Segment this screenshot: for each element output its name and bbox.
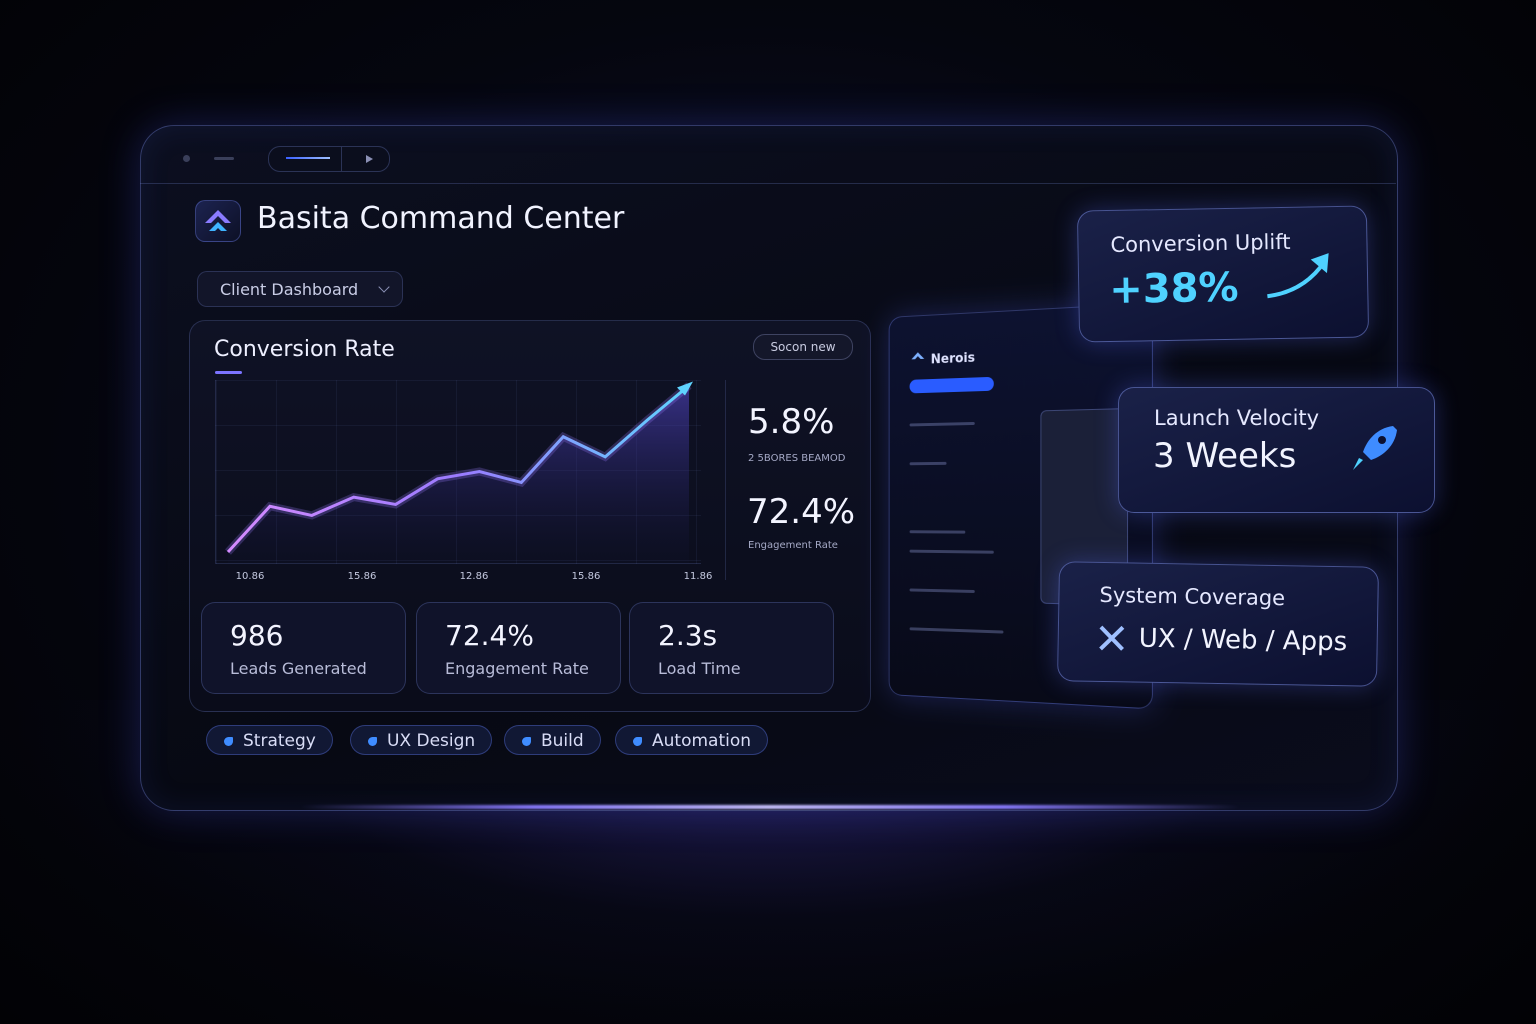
conversion-line <box>226 384 690 554</box>
metric-card: 2.3s Load Time <box>629 602 834 694</box>
metric-card: 72.4% Engagement Rate <box>416 602 621 694</box>
line-chart <box>225 381 693 563</box>
highlight-label: Launch Velocity <box>1154 406 1320 430</box>
service-tag[interactable]: UX Design <box>350 725 493 755</box>
metric-value: 986 <box>230 619 284 652</box>
panel-divider <box>725 380 726 580</box>
metric-label: Load Time <box>658 659 741 678</box>
window-dash <box>214 157 234 160</box>
x-tick-label: 15.86 <box>347 571 377 582</box>
rocket-icon <box>1353 426 1397 470</box>
title-underline <box>215 371 242 374</box>
stat-value: 72.4% <box>747 492 856 532</box>
x-tick-label: 12.86 <box>459 571 489 582</box>
logo <box>195 200 241 242</box>
x-tick-label: 10.86 <box>235 571 265 582</box>
service-tag[interactable]: Strategy <box>206 725 333 755</box>
tools-icon <box>1099 625 1125 651</box>
nav-pill[interactable] <box>268 146 390 172</box>
plot-area <box>215 380 701 564</box>
stat-value: 5.8% <box>748 402 835 442</box>
window-dot <box>183 155 190 162</box>
toolbar-divider <box>140 183 1396 184</box>
metric-value: 2.3s <box>658 619 718 652</box>
x-tick-label: 15.86 <box>571 571 601 582</box>
highlight-value: UX / Web / Apps <box>1138 623 1348 658</box>
metric-value: 72.4% <box>445 619 534 652</box>
logo-icon <box>205 210 231 231</box>
metric-card: 986 Leads Generated <box>201 602 406 694</box>
metric-label: Engagement Rate <box>445 659 589 678</box>
chart-button[interactable]: Socon new <box>753 334 853 360</box>
mini-app-name: Nerois <box>930 350 975 368</box>
mini-logo <box>911 352 925 360</box>
stat-label: 2 5BORES BEAMOD <box>748 453 846 464</box>
service-tag[interactable]: Automation <box>615 725 769 755</box>
client-dropdown[interactable]: Client Dashboard <box>197 271 403 307</box>
chart-title: Conversion Rate <box>214 337 395 362</box>
highlight-card: Conversion Uplift +38% <box>1076 205 1370 343</box>
frame-glow <box>300 805 1240 809</box>
highlight-card: Launch Velocity 3 Weeks <box>1118 387 1435 513</box>
app-title: Basita Command Center <box>257 201 625 236</box>
highlight-value: +38% <box>1108 264 1239 313</box>
highlight-card: System Coverage UX / Web / Apps <box>1056 561 1380 687</box>
highlight-label: System Coverage <box>1099 582 1286 611</box>
x-tick-label: 11.86 <box>683 571 713 582</box>
dropdown-label: Client Dashboard <box>220 280 359 299</box>
metric-label: Leads Generated <box>230 659 367 678</box>
highlight-value: 3 Weeks <box>1153 436 1297 476</box>
line-arrowhead <box>677 381 693 396</box>
service-tag[interactable]: Build <box>504 725 601 755</box>
stat-label: Engagement Rate <box>748 540 838 551</box>
uplift-arrow <box>1267 253 1329 299</box>
line-area <box>228 385 689 563</box>
